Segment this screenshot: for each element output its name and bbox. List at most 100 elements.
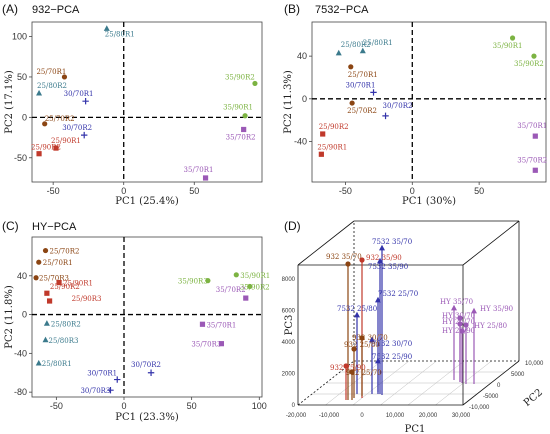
point-label-3d: 932 35/70 (326, 253, 362, 261)
panel-c-xlabel: PC1 (23.3%) (115, 412, 179, 423)
x-tick-label: 50 (474, 186, 484, 196)
data-point-3d (457, 321, 463, 327)
panel-d-xlabel: PC1 (405, 424, 426, 434)
panel-label-d: (D) (284, 219, 301, 233)
point-label-3d: 932 30/70 (352, 334, 388, 342)
point-label: 35/90R1 (493, 42, 523, 50)
point-label: 25/70R1 (348, 71, 378, 79)
point-label: 25/80R2 (341, 41, 371, 49)
point-label-3d: 932 25/70 (346, 369, 382, 377)
data-point-3d (471, 307, 477, 314)
point-label: 35/90R2 (240, 283, 270, 291)
data-point (42, 121, 48, 127)
data-point (46, 298, 53, 304)
data-point (35, 359, 42, 366)
data-point (335, 49, 342, 56)
x-tick-label: 30,000 (452, 413, 471, 419)
point-label: 35/70R1 (517, 122, 547, 130)
point-label: 35/90R2 (225, 73, 255, 81)
data-point (147, 369, 155, 376)
data-point (36, 259, 42, 265)
y-tick-label: 40 (17, 271, 27, 281)
x-tick-label: -10,000 (319, 413, 340, 419)
data-point (53, 145, 59, 151)
point-label: 25/80R1 (105, 30, 135, 38)
data-point (114, 376, 121, 383)
data-point (370, 89, 377, 96)
point-label: 35/90R1 (223, 104, 253, 112)
data-point (103, 25, 110, 31)
panel-d-zlabel: PC3 (284, 315, 295, 336)
data-point (205, 278, 211, 284)
y-tick-label: 0 (302, 94, 307, 104)
y-tick-label: 10,000 (525, 361, 544, 367)
data-point-3d (359, 257, 365, 263)
y-tick-label: -80 (14, 387, 27, 397)
data-point-3d (359, 335, 365, 341)
data-point-3d (375, 296, 381, 303)
data-point (107, 387, 114, 394)
data-point (36, 89, 43, 96)
point-label: 35/90R1 (240, 272, 270, 280)
panel-c-ylabel: PC2 (11.8%) (4, 285, 15, 349)
x-tick-label: 100 (252, 401, 267, 411)
point-label-3d: 932 25/90 (330, 364, 366, 372)
data-point-3d (459, 328, 465, 334)
data-point-3d (351, 346, 357, 352)
data-point (56, 279, 62, 286)
point-label-3d: 7532 25/90 (372, 353, 412, 361)
point-label: 30/70R3 (80, 387, 110, 395)
point-label: 35/70R2 (216, 286, 246, 294)
point-label-3d: HY 25/80 (474, 322, 507, 330)
point-label: 25/90R1 (317, 143, 347, 151)
point-label: 25/90R1 (63, 280, 93, 288)
panel-d-3d-plot: -20,000 -10,000 0 10,000 20,000 30,000 -10,000… (282, 220, 544, 419)
data-point-3d (349, 369, 355, 375)
data-point (241, 126, 247, 133)
data-point (202, 175, 209, 181)
y-tick-label: 5000 (511, 372, 525, 378)
data-point (43, 320, 50, 326)
panel-a: (A) 932−PCA -50 0 50 -50 0 50 100 25/80R1 25/70R… (2, 2, 263, 207)
x-tick-label: 0 (410, 186, 415, 196)
point-label: 30/70R1 (346, 81, 376, 89)
data-point-3d (343, 363, 349, 369)
point-label-3d: HY 25/90 (442, 327, 475, 335)
panel-a-xlabel: PC1 (25.4%) (115, 196, 179, 207)
y-tick-label: 40 (297, 51, 307, 61)
point-label: 25/70R2 (45, 115, 75, 123)
data-point (532, 133, 538, 139)
z-tick-label: 2000 (282, 372, 296, 378)
x-tick-label: 50 (187, 401, 197, 411)
y-tick-label: -50 (14, 153, 27, 163)
point-label: 25/80R1 (363, 39, 393, 47)
x-tick-label: -50 (50, 401, 63, 411)
panel-a-ylabel: PC2 (17.1%) (4, 70, 15, 134)
point-label: 35/70R1 (184, 166, 214, 174)
point-label-3d: 7532 35/90 (368, 263, 408, 271)
data-point (382, 112, 389, 120)
panel-b-frame (311, 21, 547, 183)
data-point (320, 131, 326, 137)
point-label-3d: HY 30/70 (442, 312, 475, 320)
point-label: 25/70R1 (43, 259, 73, 267)
data-point (318, 151, 324, 157)
point-label-3d: 932 25/80 (344, 341, 380, 349)
point-label-3d: 7532 25/70 (378, 290, 418, 298)
point-label: 25/70R2 (50, 248, 80, 256)
panel-label-b: (B) (284, 2, 300, 16)
panel-label-a: (A) (2, 2, 18, 16)
x-tick-label: -50 (47, 186, 60, 196)
x-tick-label: 0 (121, 186, 126, 196)
panel-a-frame (31, 21, 263, 183)
point-label: 30/70R2 (131, 361, 161, 369)
panel-b-ylabel: PC2 (11.3%) (283, 70, 294, 134)
panel-b-title: 7532−PCA (315, 4, 369, 16)
point-label-3d: HY 25/70 (442, 318, 475, 326)
data-point (509, 35, 516, 41)
data-point (82, 97, 89, 105)
point-label: 35/70R3 (191, 341, 221, 349)
panel-d-ylabel: PC2 (522, 387, 545, 409)
